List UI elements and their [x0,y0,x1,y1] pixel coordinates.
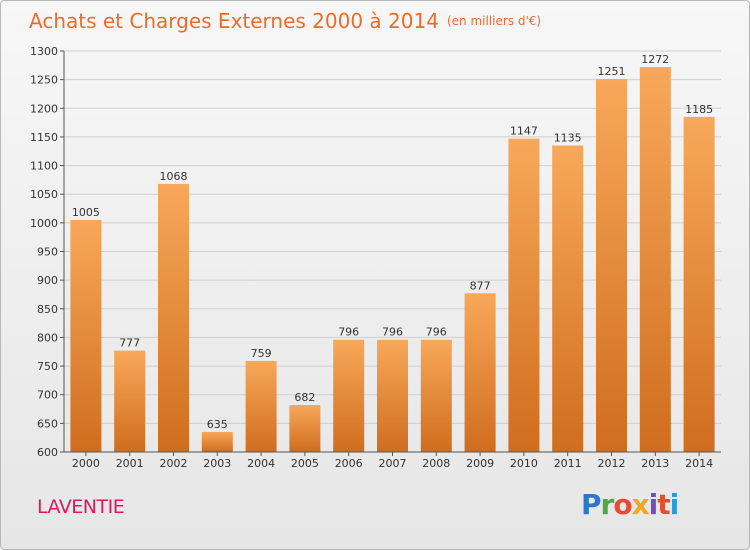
bar-2005 [289,405,321,452]
value-label-2001: 777 [119,337,140,350]
value-label-2007: 796 [382,326,403,339]
value-label-2006: 796 [338,326,359,339]
bar-2013 [639,67,671,452]
y-tick-label: 1150 [30,131,58,144]
y-tick-label: 750 [37,360,58,373]
value-label-2003: 635 [207,418,228,431]
chart-title-text: Achats et Charges Externes 2000 à 2014 [29,9,439,33]
x-tick-label-2004: 2004 [247,457,275,470]
bar-2002 [158,183,189,452]
value-label-2014: 1185 [685,103,713,116]
x-tick-label-2001: 2001 [116,457,144,470]
x-tick-label-2000: 2000 [72,457,100,470]
proxiti-logo[interactable]: Proxiti [581,488,680,521]
bar-2010 [508,138,540,452]
logo-letter: P [581,488,602,521]
value-label-2000: 1005 [72,206,100,219]
y-tick-label: 650 [37,417,58,430]
city-label: LAVENTIE [37,496,125,518]
value-label-2010: 1147 [510,125,538,138]
bar-2009 [464,293,496,452]
x-tick-label-2014: 2014 [685,457,713,470]
y-tick-label: 900 [37,274,58,287]
value-label-2004: 759 [251,347,272,360]
x-tick-label-2009: 2009 [466,457,494,470]
x-tick-label-2008: 2008 [422,457,450,470]
value-label-2011: 1135 [554,132,582,145]
y-tick-label: 1050 [30,188,58,201]
x-tick-label-2006: 2006 [335,457,363,470]
bar-2014 [683,116,715,452]
y-tick-label: 800 [37,331,58,344]
bar-2001 [114,350,146,452]
x-tick-label-2007: 2007 [379,457,407,470]
x-axis: 2000 2001 2002 2003 2004 2005 2006 2007 2008 2009… [64,451,721,470]
bar-2012 [596,79,627,452]
x-tick-label-2011: 2011 [554,457,582,470]
value-label-2005: 682 [294,391,315,404]
x-tick-label-2012: 2012 [598,457,626,470]
y-tick-label: 1250 [30,74,58,87]
bar-2006 [333,339,365,452]
bar-2011 [552,145,584,452]
x-tick-label-2013: 2013 [641,457,669,470]
value-label-2002: 1068 [160,170,188,183]
bar-2008 [420,339,452,452]
x-tick-label-2010: 2010 [510,457,538,470]
y-tick-label: 850 [37,303,58,316]
logo-letter: i [669,488,680,521]
y-axis: 600 650 700 750 800 850 900 950 1000 1050 1100 1150… [30,45,65,459]
value-label-2012: 1251 [598,65,626,78]
x-tick-label-2005: 2005 [291,457,319,470]
logo-letter: t [657,488,670,521]
y-tick-label: 1300 [30,45,58,58]
value-label-2009: 877 [470,279,491,292]
x-tick-label-2002: 2002 [160,457,188,470]
bar-2004 [245,360,277,452]
value-label-2008: 796 [426,326,447,339]
y-tick-label: 1000 [30,217,58,230]
x-tick-label-2003: 2003 [203,457,231,470]
y-tick-label: 700 [37,389,58,402]
logo-letter: x [631,488,650,521]
logo-letter: i [648,488,659,521]
y-tick-label: 1100 [30,160,58,173]
logo-letter: r [600,488,615,521]
bar-2007 [377,339,408,452]
bars: 1005 777 1068 635 759 682 796 796 796 877 1147 1135… [70,53,715,452]
chart-title: Achats et Charges Externes 2000 à 2014 (e… [29,9,541,33]
y-tick-label: 600 [37,446,58,459]
logo-letter: o [613,488,632,521]
value-label-2013: 1272 [641,53,669,66]
bar-2000 [70,219,102,452]
y-tick-label: 1200 [30,102,58,115]
bar-2003 [201,431,233,452]
chart-unit: (en milliers d'€) [446,14,542,28]
y-tick-label: 950 [37,246,58,259]
